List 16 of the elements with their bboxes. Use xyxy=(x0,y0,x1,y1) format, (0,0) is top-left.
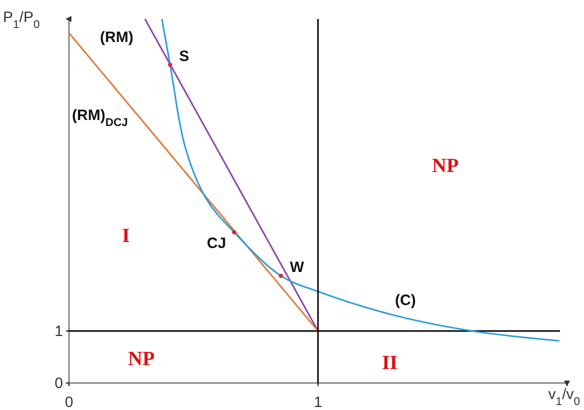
point xyxy=(232,230,236,234)
annotation: NP xyxy=(432,155,459,177)
annotation: II xyxy=(382,352,398,374)
series-label: (RM)$_{DCJ}$ xyxy=(72,107,128,129)
y-axis-title: P$_{1}$/P$_{0}$ xyxy=(3,9,40,31)
annotation: S xyxy=(179,48,190,65)
x-axis-title: v$_{1}$/v$_{0}$ xyxy=(548,386,580,408)
annotation: NP xyxy=(128,348,155,370)
series-label: (C) xyxy=(395,292,416,309)
series-label: (RM) xyxy=(100,29,134,46)
annotation: W xyxy=(290,258,305,276)
line-series xyxy=(161,18,560,342)
point xyxy=(278,274,284,278)
annotation: I xyxy=(122,225,130,247)
annotation: CJ xyxy=(206,235,226,252)
point xyxy=(168,62,172,67)
